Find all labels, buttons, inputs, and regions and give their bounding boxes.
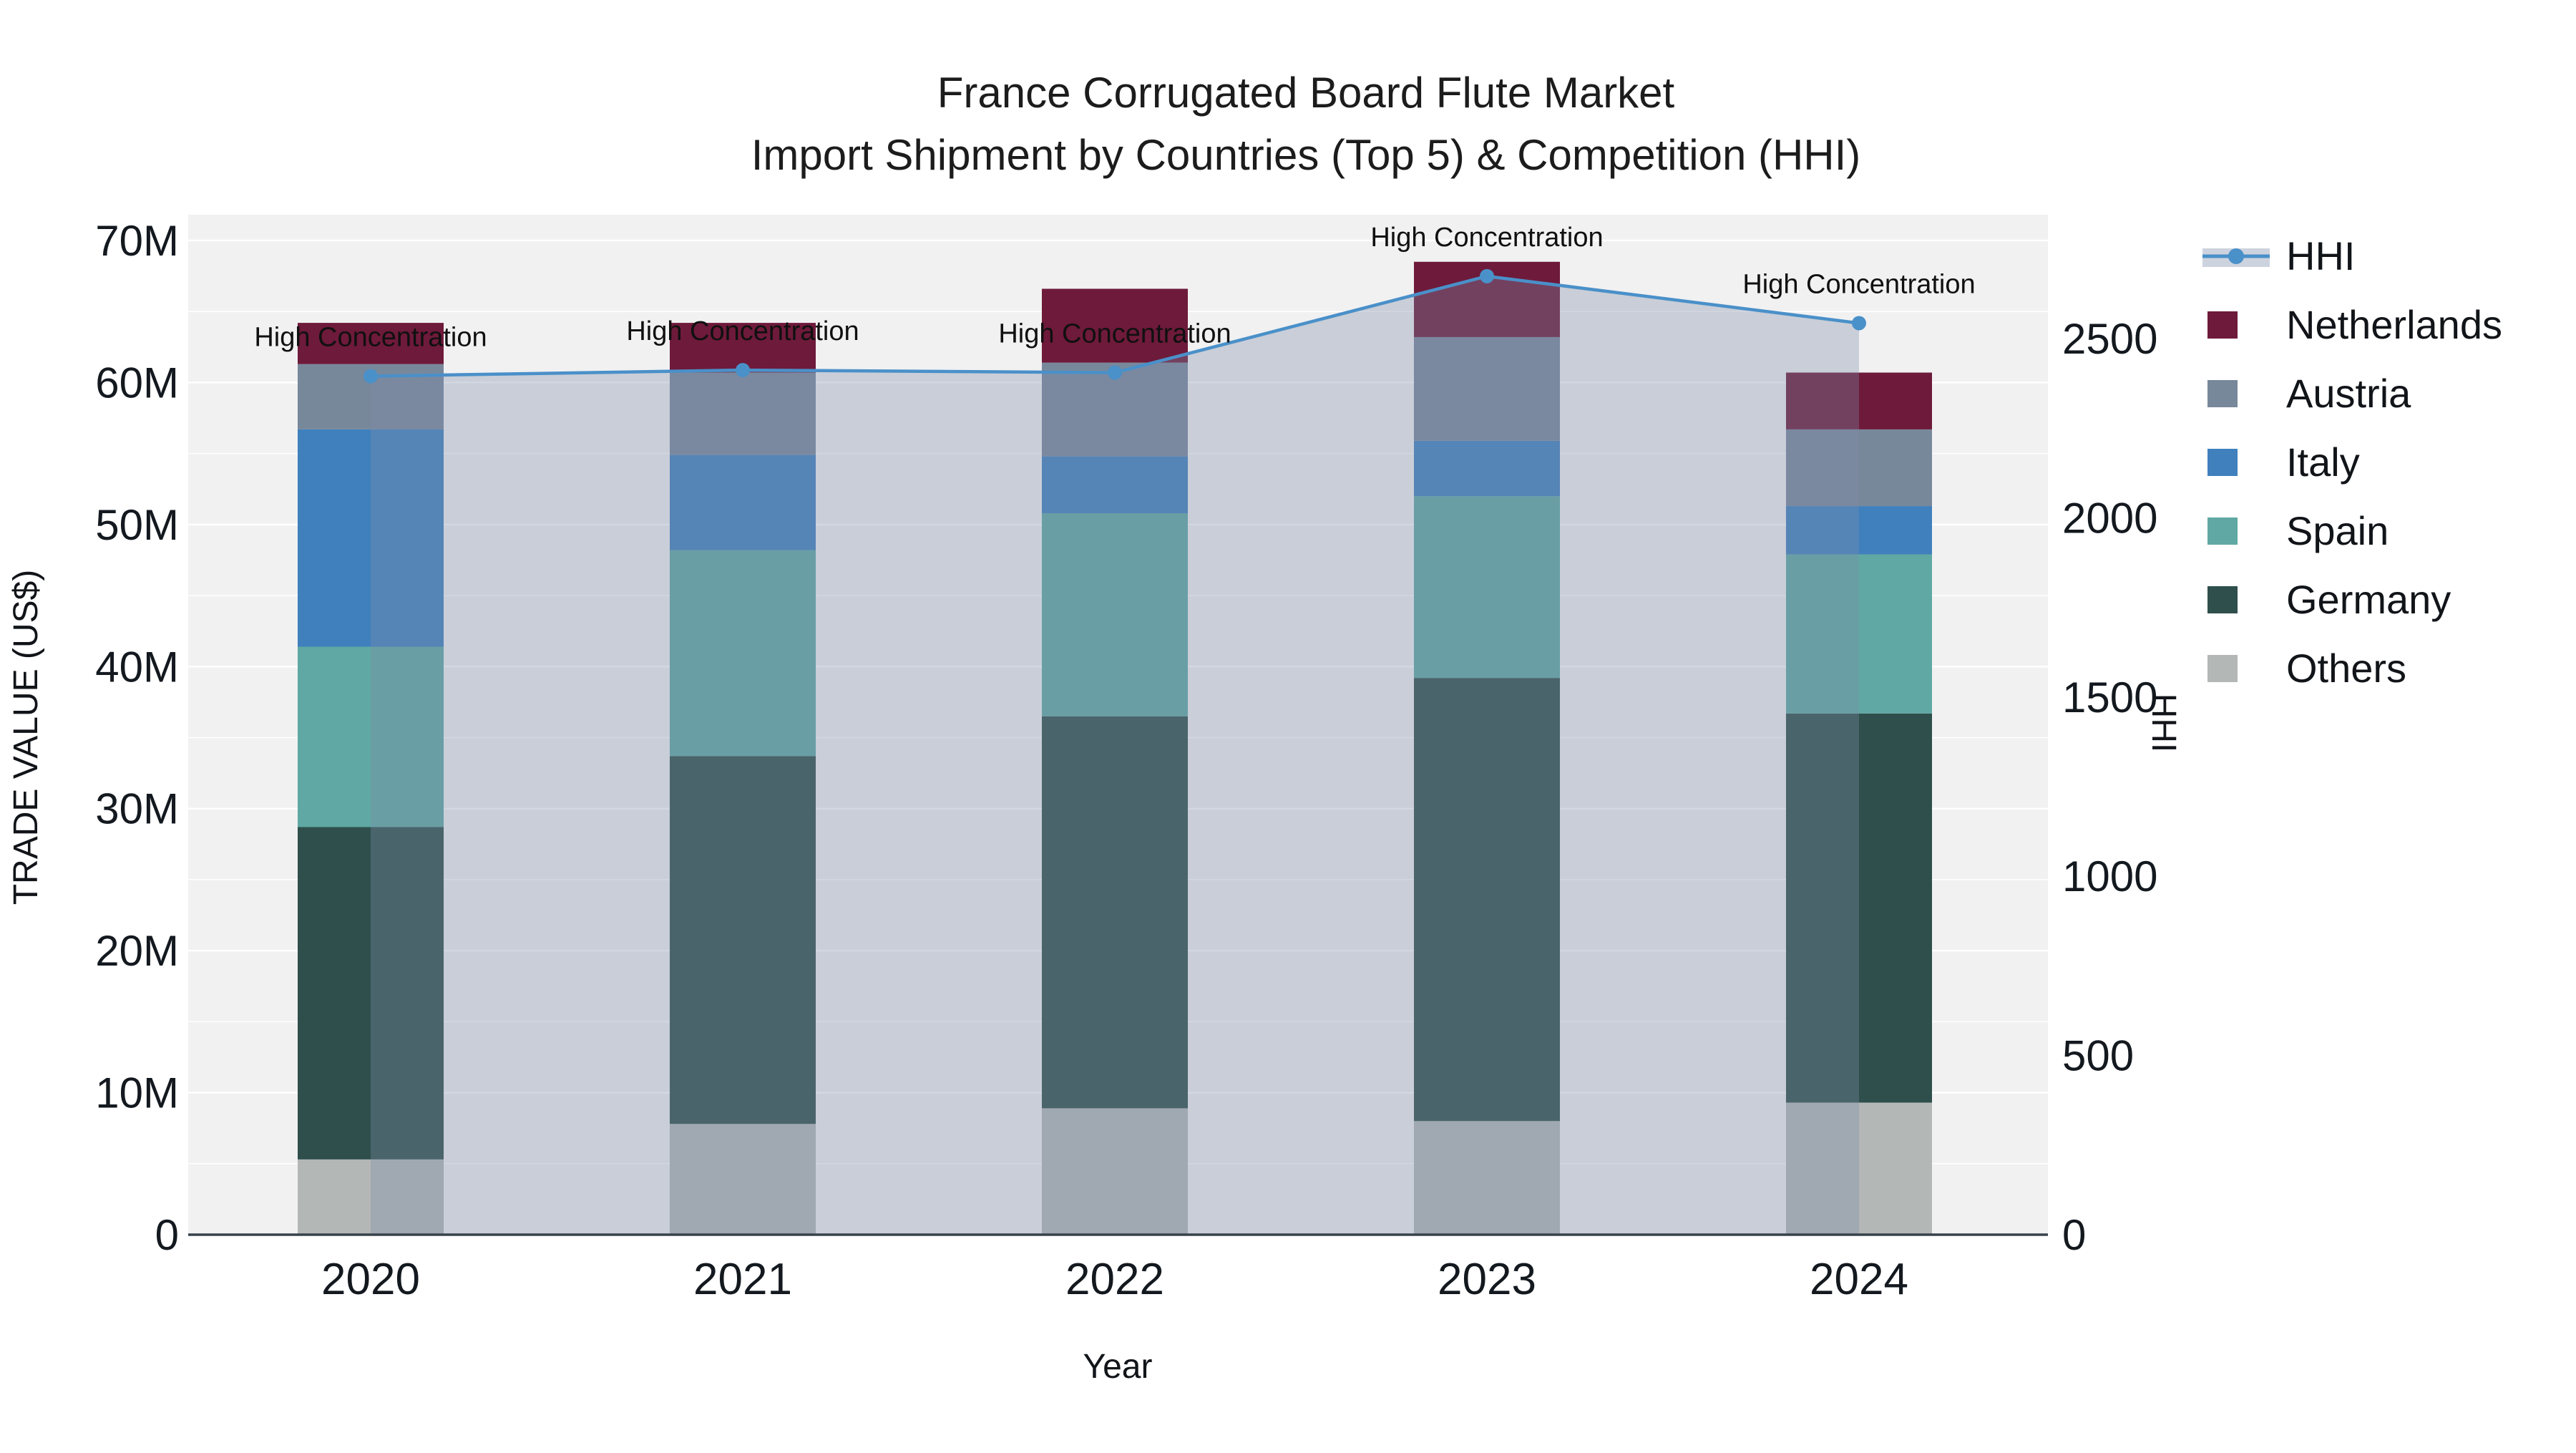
y-right-tick-0: 0: [2062, 1211, 2086, 1259]
x-tick-2024[interactable]: 2024: [1810, 1255, 1908, 1304]
legend-label-netherlands: Netherlands: [2286, 302, 2502, 347]
legend-swatch-spain: [2207, 517, 2238, 545]
stacked-bars: [298, 261, 1932, 1235]
hhi-point-2021[interactable]: [736, 363, 750, 378]
y-left-tick-10: 10M: [95, 1069, 179, 1117]
legend-swatch-italy: [2207, 449, 2238, 476]
chart-title-line1: France Corrugated Board Flute Market: [937, 69, 1675, 117]
annotation-high-concentration-2023: High Concentration: [1370, 223, 1603, 253]
chart-title-line2: Import Shipment by Countries (Top 5) & C…: [751, 131, 1861, 179]
legend-item-hhi[interactable]: HHI: [2202, 233, 2355, 278]
x-tick-2022[interactable]: 2022: [1065, 1255, 1164, 1304]
legend-label-germany: Germany: [2286, 577, 2451, 622]
legend-item-others[interactable]: Others: [2207, 646, 2406, 691]
bar-segment-others-2020[interactable]: [298, 1159, 444, 1235]
bar-segment-germany-2020[interactable]: [298, 827, 444, 1160]
y-left-tick-30: 30M: [95, 785, 179, 833]
legend-item-germany[interactable]: Germany: [2207, 577, 2451, 622]
bar-segment-netherlands-2024[interactable]: [1786, 372, 1932, 429]
y-left-tick-0: 0: [155, 1211, 179, 1259]
bar-segment-netherlands-2020[interactable]: [298, 323, 444, 364]
legend-item-spain[interactable]: Spain: [2207, 508, 2389, 553]
bar-segment-spain-2021[interactable]: [670, 550, 816, 757]
legend: HHI Netherlands Austria Italy Spain Germany Ot…: [2202, 233, 2502, 691]
bar-segment-others-2022[interactable]: [1042, 1108, 1188, 1235]
y-right-tick-500: 500: [2062, 1032, 2134, 1080]
bar-segment-italy-2021[interactable]: [670, 455, 816, 550]
bar-segment-spain-2020[interactable]: [298, 646, 444, 827]
y-left-tick-70: 70M: [95, 217, 179, 265]
x-axis-title: Year: [1083, 1348, 1153, 1386]
legend-swatch-germany: [2207, 586, 2238, 613]
y-right-tick-1000: 1000: [2062, 852, 2157, 900]
legend-item-austria[interactable]: Austria: [2207, 371, 2411, 416]
annotation-high-concentration-2020: High Concentration: [254, 323, 487, 353]
x-tick-2023[interactable]: 2023: [1438, 1255, 1536, 1304]
x-tick-2021[interactable]: 2021: [693, 1255, 792, 1304]
bar-segment-netherlands-2022[interactable]: [1042, 288, 1188, 363]
bar-segment-germany-2022[interactable]: [1042, 716, 1188, 1109]
hhi-point-2020[interactable]: [364, 369, 378, 384]
hhi-area-fill: [371, 276, 1859, 1235]
bar-segment-austria-2023[interactable]: [1414, 336, 1560, 441]
bar-segment-spain-2022[interactable]: [1042, 512, 1188, 716]
bar-segment-austria-2021[interactable]: [670, 372, 816, 455]
legend-swatch-others: [2207, 655, 2238, 682]
bar-segment-others-2021[interactable]: [670, 1124, 816, 1235]
hhi-point-2024[interactable]: [1852, 316, 1866, 331]
legend-label-spain: Spain: [2286, 508, 2389, 553]
bar-segment-italy-2024[interactable]: [1786, 506, 1932, 555]
bar-segment-austria-2024[interactable]: [1786, 429, 1932, 507]
y-right-tick-1500: 1500: [2062, 674, 2157, 721]
legend-label-italy: Italy: [2286, 439, 2360, 485]
legend-swatch-netherlands: [2207, 311, 2238, 339]
y-left-tick-50: 50M: [95, 501, 179, 549]
bar-segment-germany-2021[interactable]: [670, 756, 816, 1124]
annotation-high-concentration-2022: High Concentration: [998, 319, 1231, 349]
bar-segment-others-2023[interactable]: [1414, 1121, 1560, 1235]
bar-segment-italy-2023[interactable]: [1414, 440, 1560, 497]
legend-hhi-marker: [2228, 248, 2244, 264]
bar-segment-germany-2023[interactable]: [1414, 678, 1560, 1122]
bar-segment-italy-2020[interactable]: [298, 429, 444, 647]
y-left-tick-20: 20M: [95, 927, 179, 975]
hhi-area-polygon: [371, 276, 1859, 1235]
legend-label-others: Others: [2286, 646, 2406, 691]
x-tick-2020[interactable]: 2020: [321, 1255, 420, 1304]
legend-label-austria: Austria: [2286, 371, 2411, 416]
y-right-axis-title: HHI: [2145, 694, 2182, 753]
legend-item-netherlands[interactable]: Netherlands: [2207, 302, 2502, 347]
annotation-high-concentration-2021: High Concentration: [626, 316, 859, 346]
y-left-axis-title: TRADE VALUE (US$): [7, 570, 45, 905]
bar-segment-others-2024[interactable]: [1786, 1102, 1932, 1235]
axis-ticks: 0 10M 20M 30M 40M 50M 60M 70M 0 500 1000 1500 2000 25…: [95, 217, 2157, 1304]
hhi-annotations: High Concentration High Concentration High…: [254, 223, 1975, 353]
hhi-point-2022[interactable]: [1108, 365, 1122, 380]
annotation-high-concentration-2024: High Concentration: [1742, 269, 1975, 299]
legend-swatch-austria: [2207, 380, 2238, 407]
y-right-tick-2500: 2500: [2062, 315, 2157, 363]
y-left-tick-40: 40M: [95, 643, 179, 691]
hhi-line-series: [364, 268, 1866, 384]
legend-label-hhi: HHI: [2286, 233, 2355, 278]
bar-segment-spain-2024[interactable]: [1786, 554, 1932, 714]
bar-segment-italy-2022[interactable]: [1042, 456, 1188, 513]
bar-segment-germany-2024[interactable]: [1786, 713, 1932, 1103]
hhi-point-2023[interactable]: [1480, 268, 1494, 283]
legend-item-italy[interactable]: Italy: [2207, 439, 2360, 485]
bar-segment-spain-2023[interactable]: [1414, 496, 1560, 679]
y-right-tick-2000: 2000: [2062, 494, 2157, 542]
y-left-tick-60: 60M: [95, 359, 179, 407]
